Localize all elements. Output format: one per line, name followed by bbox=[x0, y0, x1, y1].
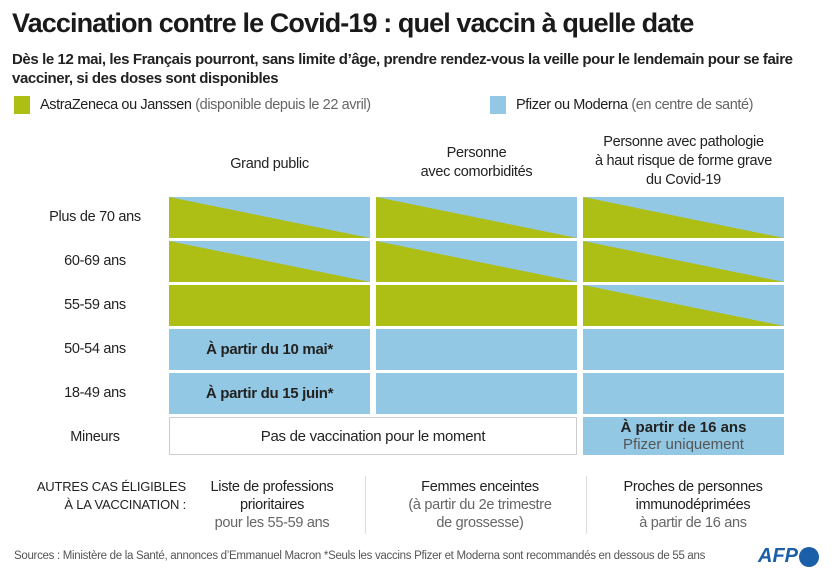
cell-blue bbox=[376, 329, 577, 370]
other-case-relatives: Proches de personnes immunodéprimées à par… bbox=[623, 479, 763, 531]
green-area bbox=[376, 241, 577, 282]
row-label: 18-49 ans bbox=[64, 385, 126, 401]
column-header: Personne avec comorbidités bbox=[420, 145, 533, 180]
source-note: Sources : Ministère de la Santé, annonce… bbox=[14, 550, 706, 562]
cell-blue: À partir de 16 ans Pfizer uniquement bbox=[583, 417, 784, 455]
green-area bbox=[376, 197, 577, 238]
green-area bbox=[583, 197, 784, 238]
cell-split bbox=[376, 241, 577, 282]
column-header: Personne avec pathologie à haut risque d… bbox=[595, 134, 772, 188]
row-label: 50-54 ans bbox=[64, 341, 126, 357]
cell-green bbox=[169, 285, 370, 326]
merged-cell-no-vaccination: Pas de vaccination pour le moment bbox=[169, 417, 577, 455]
other-case-professions: Liste de professions prioritaires pour les… bbox=[210, 479, 334, 531]
legend-item-pfizer: Pfizer ou Moderna (en centre de santé) bbox=[490, 96, 754, 114]
cell-blue: À partir du 10 mai* bbox=[169, 329, 370, 370]
row-label: 60-69 ans bbox=[64, 253, 126, 269]
cell-split bbox=[169, 197, 370, 238]
legend-note: (en centre de santé) bbox=[631, 97, 754, 113]
row-label: 55-59 ans bbox=[64, 297, 126, 313]
cell-text: À partir de 16 ans bbox=[620, 419, 747, 436]
row-label: Mineurs bbox=[70, 429, 120, 445]
row-label: Plus de 70 ans bbox=[49, 209, 141, 225]
other-cases-label: Autres cas éligibles à la vaccination : bbox=[36, 479, 186, 512]
divider bbox=[365, 476, 366, 534]
afp-logo: AFP bbox=[758, 545, 819, 568]
cell-split bbox=[169, 241, 370, 282]
green-area bbox=[583, 285, 784, 326]
cell-split bbox=[583, 197, 784, 238]
subtitle: Dès le 12 mai, les Français pourront, sa… bbox=[12, 51, 793, 87]
blue-swatch bbox=[490, 96, 506, 114]
cell-split bbox=[583, 241, 784, 282]
cell-split bbox=[583, 285, 784, 326]
cell-note: Pfizer uniquement bbox=[623, 436, 744, 453]
cell-split bbox=[376, 197, 577, 238]
column-header: Grand public bbox=[230, 156, 309, 172]
cell-blue bbox=[583, 329, 784, 370]
page-title: Vaccination contre le Covid-19 : quel va… bbox=[12, 8, 694, 38]
legend-label: Pfizer ou Moderna bbox=[516, 97, 628, 113]
other-case-pregnant: Femmes enceintes (à partir du 2e trimestr… bbox=[408, 479, 552, 531]
green-swatch bbox=[14, 96, 30, 114]
green-area bbox=[169, 241, 370, 282]
cell-blue bbox=[376, 373, 577, 414]
cell-blue: À partir du 15 juin* bbox=[169, 373, 370, 414]
divider bbox=[586, 476, 587, 534]
green-area bbox=[169, 197, 370, 238]
cell-green bbox=[376, 285, 577, 326]
cell-blue bbox=[583, 373, 784, 414]
legend-note: (disponible depuis le 22 avril) bbox=[195, 97, 371, 113]
legend-label: AstraZeneca ou Janssen bbox=[40, 97, 192, 113]
legend-item-astrazeneca: AstraZeneca ou Janssen (disponible depui… bbox=[14, 96, 371, 114]
green-area bbox=[583, 241, 784, 282]
